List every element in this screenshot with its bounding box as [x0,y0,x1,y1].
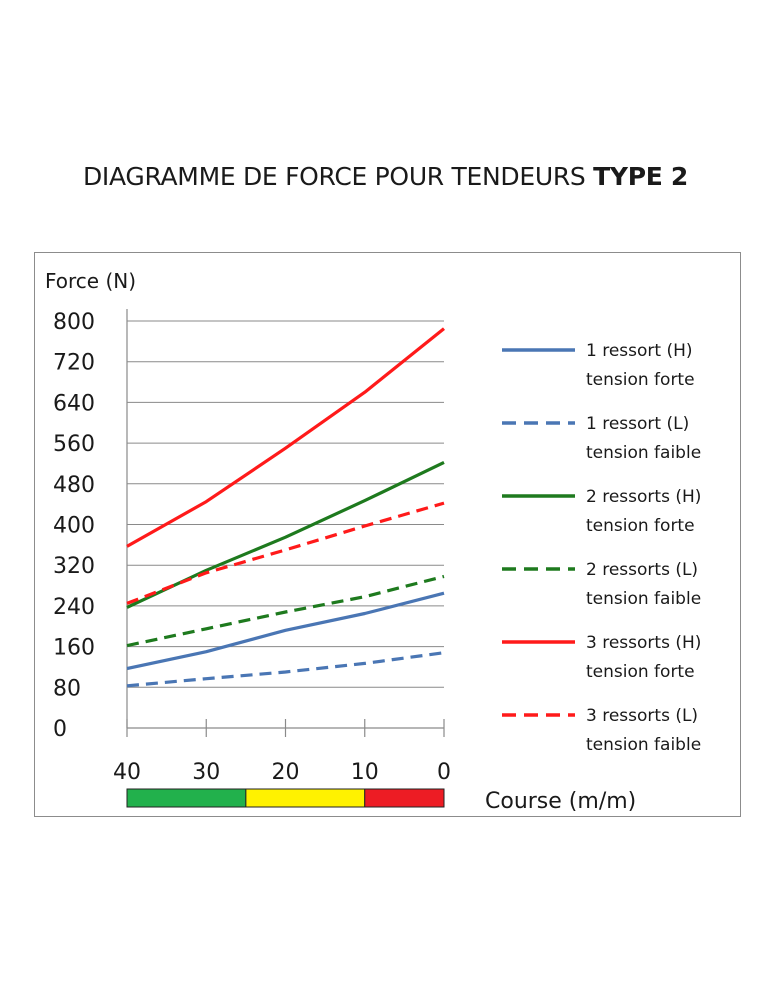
legend-sublabel-4: tension faible [586,589,701,609]
title-bold: TYPE 2 [593,162,688,191]
legend-sublabel-5: tension forte [586,662,695,682]
chart-frame: 0 80 160 240 320 400 480 560 640 720 800 40 30 20 10 0 … [34,252,741,817]
y-tick-label-80: 80 [53,676,81,701]
y-tick-label-320: 320 [53,554,95,579]
y-tick-label-400: 400 [53,514,95,539]
legend-sublabel-6: tension faible [586,735,701,755]
legend-label-5: 3 ressorts (H) [586,633,701,653]
axes: 0 80 160 240 320 400 480 560 640 720 800 40 30 20 10 0 [53,309,451,785]
legend-label-6: 3 ressorts (L) [586,706,698,726]
series-line-6 [126,501,445,605]
y-axis-label: Force (N) [45,269,136,293]
grid [127,320,444,688]
x-tick-label-40: 40 [113,760,141,785]
course-zone-1 [126,788,247,808]
legend-label-3: 2 ressorts (H) [586,487,701,507]
y-tick-label-640: 640 [53,391,95,416]
force-chart: 0 80 160 240 320 400 480 560 640 720 800 40 30 20 10 0 … [45,269,701,814]
title-main: DIAGRAMME DE FORCE POUR TENDEURS [82,162,586,191]
legend-sublabel-3: tension forte [586,516,695,536]
legend-sublabel-2: tension faible [586,443,701,463]
course-zone-2 [245,788,366,808]
series-lines [126,327,446,688]
y-tick-label-560: 560 [53,432,95,457]
x-tick-label-10: 10 [351,760,379,785]
series-line-2 [126,651,445,688]
x-tick-label-0: 0 [437,760,451,785]
x-tick-label-20: 20 [272,760,300,785]
x-tick-label-30: 30 [192,760,220,785]
series-line-1 [126,591,445,671]
y-tick-label-240: 240 [53,595,95,620]
y-tick-label-160: 160 [53,636,95,661]
x-axis-label: Course (m/m) [485,789,636,814]
course-zone-3 [364,788,445,808]
series-line-3 [126,460,445,609]
legend-label-2: 1 ressort (L) [586,414,689,434]
legend-label-4: 2 ressorts (L) [586,560,698,580]
y-tick-label-800: 800 [53,310,95,335]
y-tick-label-0: 0 [53,717,67,742]
legend: 1 ressort (H) tension forte 1 ressort (L) t… [502,341,701,755]
y-tick-label-720: 720 [53,351,95,376]
series-line-4 [126,574,445,648]
legend-sublabel-1: tension forte [586,370,695,390]
course-zones [126,788,445,808]
series-line-5 [126,327,446,548]
page-title: DIAGRAMME DE FORCE POUR TENDEURS TYPE 2 [0,162,771,191]
y-tick-label-480: 480 [53,473,95,498]
legend-label-1: 1 ressort (H) [586,341,693,361]
